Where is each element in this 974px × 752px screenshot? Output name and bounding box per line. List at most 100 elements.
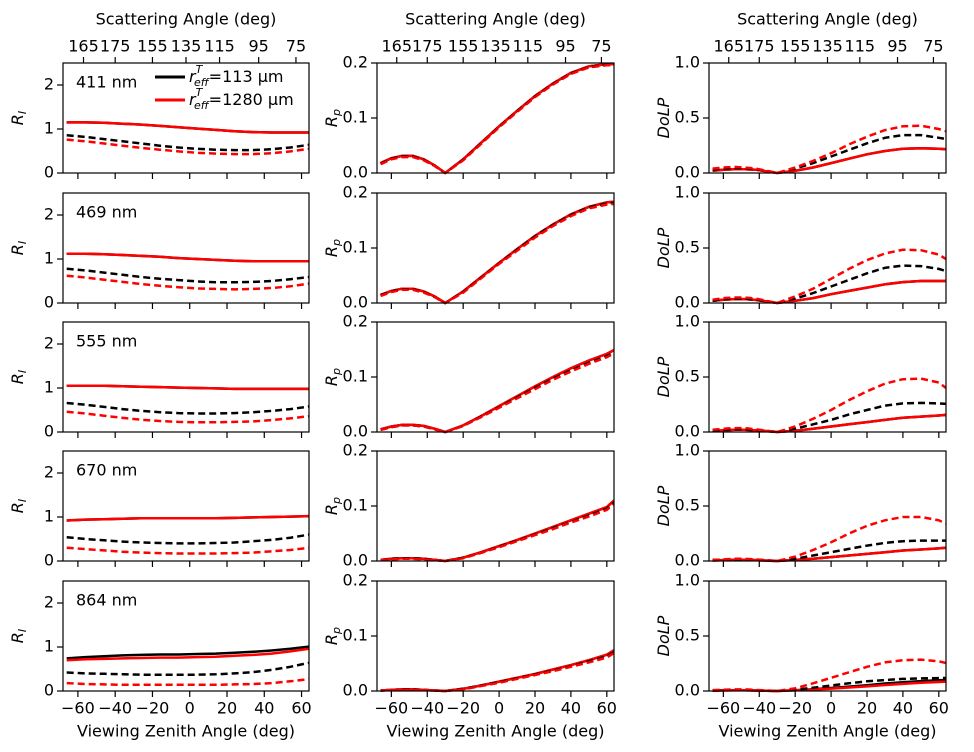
axes-frame	[376, 450, 615, 562]
series-line	[712, 658, 946, 693]
y-tick-label: 0.0	[343, 681, 368, 700]
series-line	[380, 200, 614, 305]
annotation: 555 nm	[76, 332, 137, 351]
x-tick-label: −60	[61, 699, 95, 718]
x-tick-label: 40	[561, 699, 581, 718]
y-tick-label: 0.2	[343, 183, 368, 202]
plot-area	[66, 514, 309, 555]
y-label-main: R	[8, 244, 27, 255]
legend-label: rT eff=1280 μm	[189, 86, 294, 112]
axes-frame	[62, 62, 310, 174]
series-line	[380, 200, 614, 305]
series-line	[380, 202, 614, 305]
y-axis-label: Rp	[322, 109, 344, 127]
y-label-main: DoLP	[654, 227, 673, 268]
y-tick-label: 0.5	[675, 108, 700, 127]
top-x-tick-label: 175	[100, 37, 131, 56]
axes-frame	[62, 580, 310, 692]
y-axis-label: RI	[8, 111, 30, 125]
series-line	[380, 501, 614, 563]
plot-area	[66, 121, 309, 156]
y-label-main: R	[8, 114, 27, 125]
y-axis-label: Rp	[322, 497, 344, 515]
x-tick-label: −20	[778, 699, 812, 718]
y-label-main: R	[322, 375, 341, 386]
y-tick-label: 2	[44, 205, 54, 224]
x-tick-label: 0	[826, 699, 836, 718]
y-tick-label: 1.0	[675, 312, 700, 331]
y-axis-label: DoLP	[654, 97, 673, 138]
top-x-tick-label: 155	[137, 37, 168, 56]
y-label-sub: I	[16, 241, 29, 244]
y-axis-label: DoLP	[654, 615, 673, 656]
top-x-tick-label: 115	[513, 37, 544, 56]
y-tick-label: 2	[44, 334, 54, 353]
series-line	[380, 502, 614, 563]
y-label-main: R	[322, 246, 341, 257]
y-label-sub: p	[330, 368, 343, 376]
series-line	[66, 533, 309, 545]
axes-frame	[708, 62, 947, 174]
series-line	[66, 677, 309, 687]
y-tick-label: 0.0	[343, 422, 368, 441]
x-tick-label: 20	[857, 699, 877, 718]
axes-frame	[62, 321, 310, 433]
series-line	[380, 348, 614, 434]
y-tick-label: 0.2	[343, 441, 368, 460]
y-tick-label: 0.0	[675, 422, 700, 441]
y-axis-label: DoLP	[654, 356, 673, 397]
annotation: 469 nm	[76, 203, 137, 222]
top-x-axis-label: Scattering Angle (deg)	[737, 10, 918, 29]
x-tick-label: 20	[525, 699, 545, 718]
y-tick-label: 1	[44, 119, 54, 138]
y-tick-label: 0.0	[343, 293, 368, 312]
series-line	[380, 63, 614, 175]
plot-area	[66, 384, 309, 424]
series-line	[380, 651, 614, 693]
y-tick-label: 0.0	[343, 163, 368, 182]
y-tick-label: 0.0	[675, 681, 700, 700]
y-axis-label: DoLP	[654, 227, 673, 268]
top-x-tick-label: 75	[286, 37, 306, 56]
series-line	[66, 384, 309, 391]
series-line	[66, 661, 309, 676]
y-tick-label: 1.0	[675, 183, 700, 202]
top-x-tick-label: 115	[845, 37, 876, 56]
axes-frame	[708, 192, 947, 304]
legend-sup: T	[196, 63, 204, 76]
series-line	[380, 201, 614, 305]
y-axis-label: Rp	[322, 627, 344, 645]
y-tick-label: 0.2	[343, 53, 368, 72]
series-line	[380, 650, 614, 693]
series-line	[66, 546, 309, 555]
series-line	[712, 377, 946, 434]
y-axis-label: Rp	[322, 368, 344, 386]
y-tick-label: 0.1	[343, 626, 368, 645]
plot-area	[712, 124, 946, 175]
x-tick-label: −40	[98, 699, 132, 718]
series-line	[380, 649, 614, 693]
series-line	[66, 267, 309, 284]
series-line	[380, 352, 614, 434]
series-line	[712, 248, 946, 305]
series-line	[380, 649, 614, 693]
y-label-sub: I	[16, 629, 29, 632]
x-tick-label: −60	[706, 699, 740, 718]
top-x-axis-label: Scattering Angle (deg)	[96, 10, 277, 29]
y-axis-label: RI	[8, 629, 30, 643]
x-tick-label: −60	[374, 699, 408, 718]
x-tick-label: −40	[742, 699, 776, 718]
legend-symbol: r	[189, 67, 197, 86]
plot-area	[380, 348, 614, 434]
y-tick-label: 0.1	[343, 367, 368, 386]
y-axis-label: RI	[8, 241, 30, 255]
axes-frame	[708, 321, 947, 433]
plot-area	[712, 658, 946, 693]
annotation: 670 nm	[76, 461, 137, 480]
y-tick-label: 0.1	[343, 238, 368, 257]
y-label-sub: p	[330, 239, 343, 247]
top-x-tick-label: 135	[171, 37, 202, 56]
series-line	[712, 124, 946, 175]
axes-frame	[376, 580, 615, 692]
y-tick-label: 1	[44, 378, 54, 397]
